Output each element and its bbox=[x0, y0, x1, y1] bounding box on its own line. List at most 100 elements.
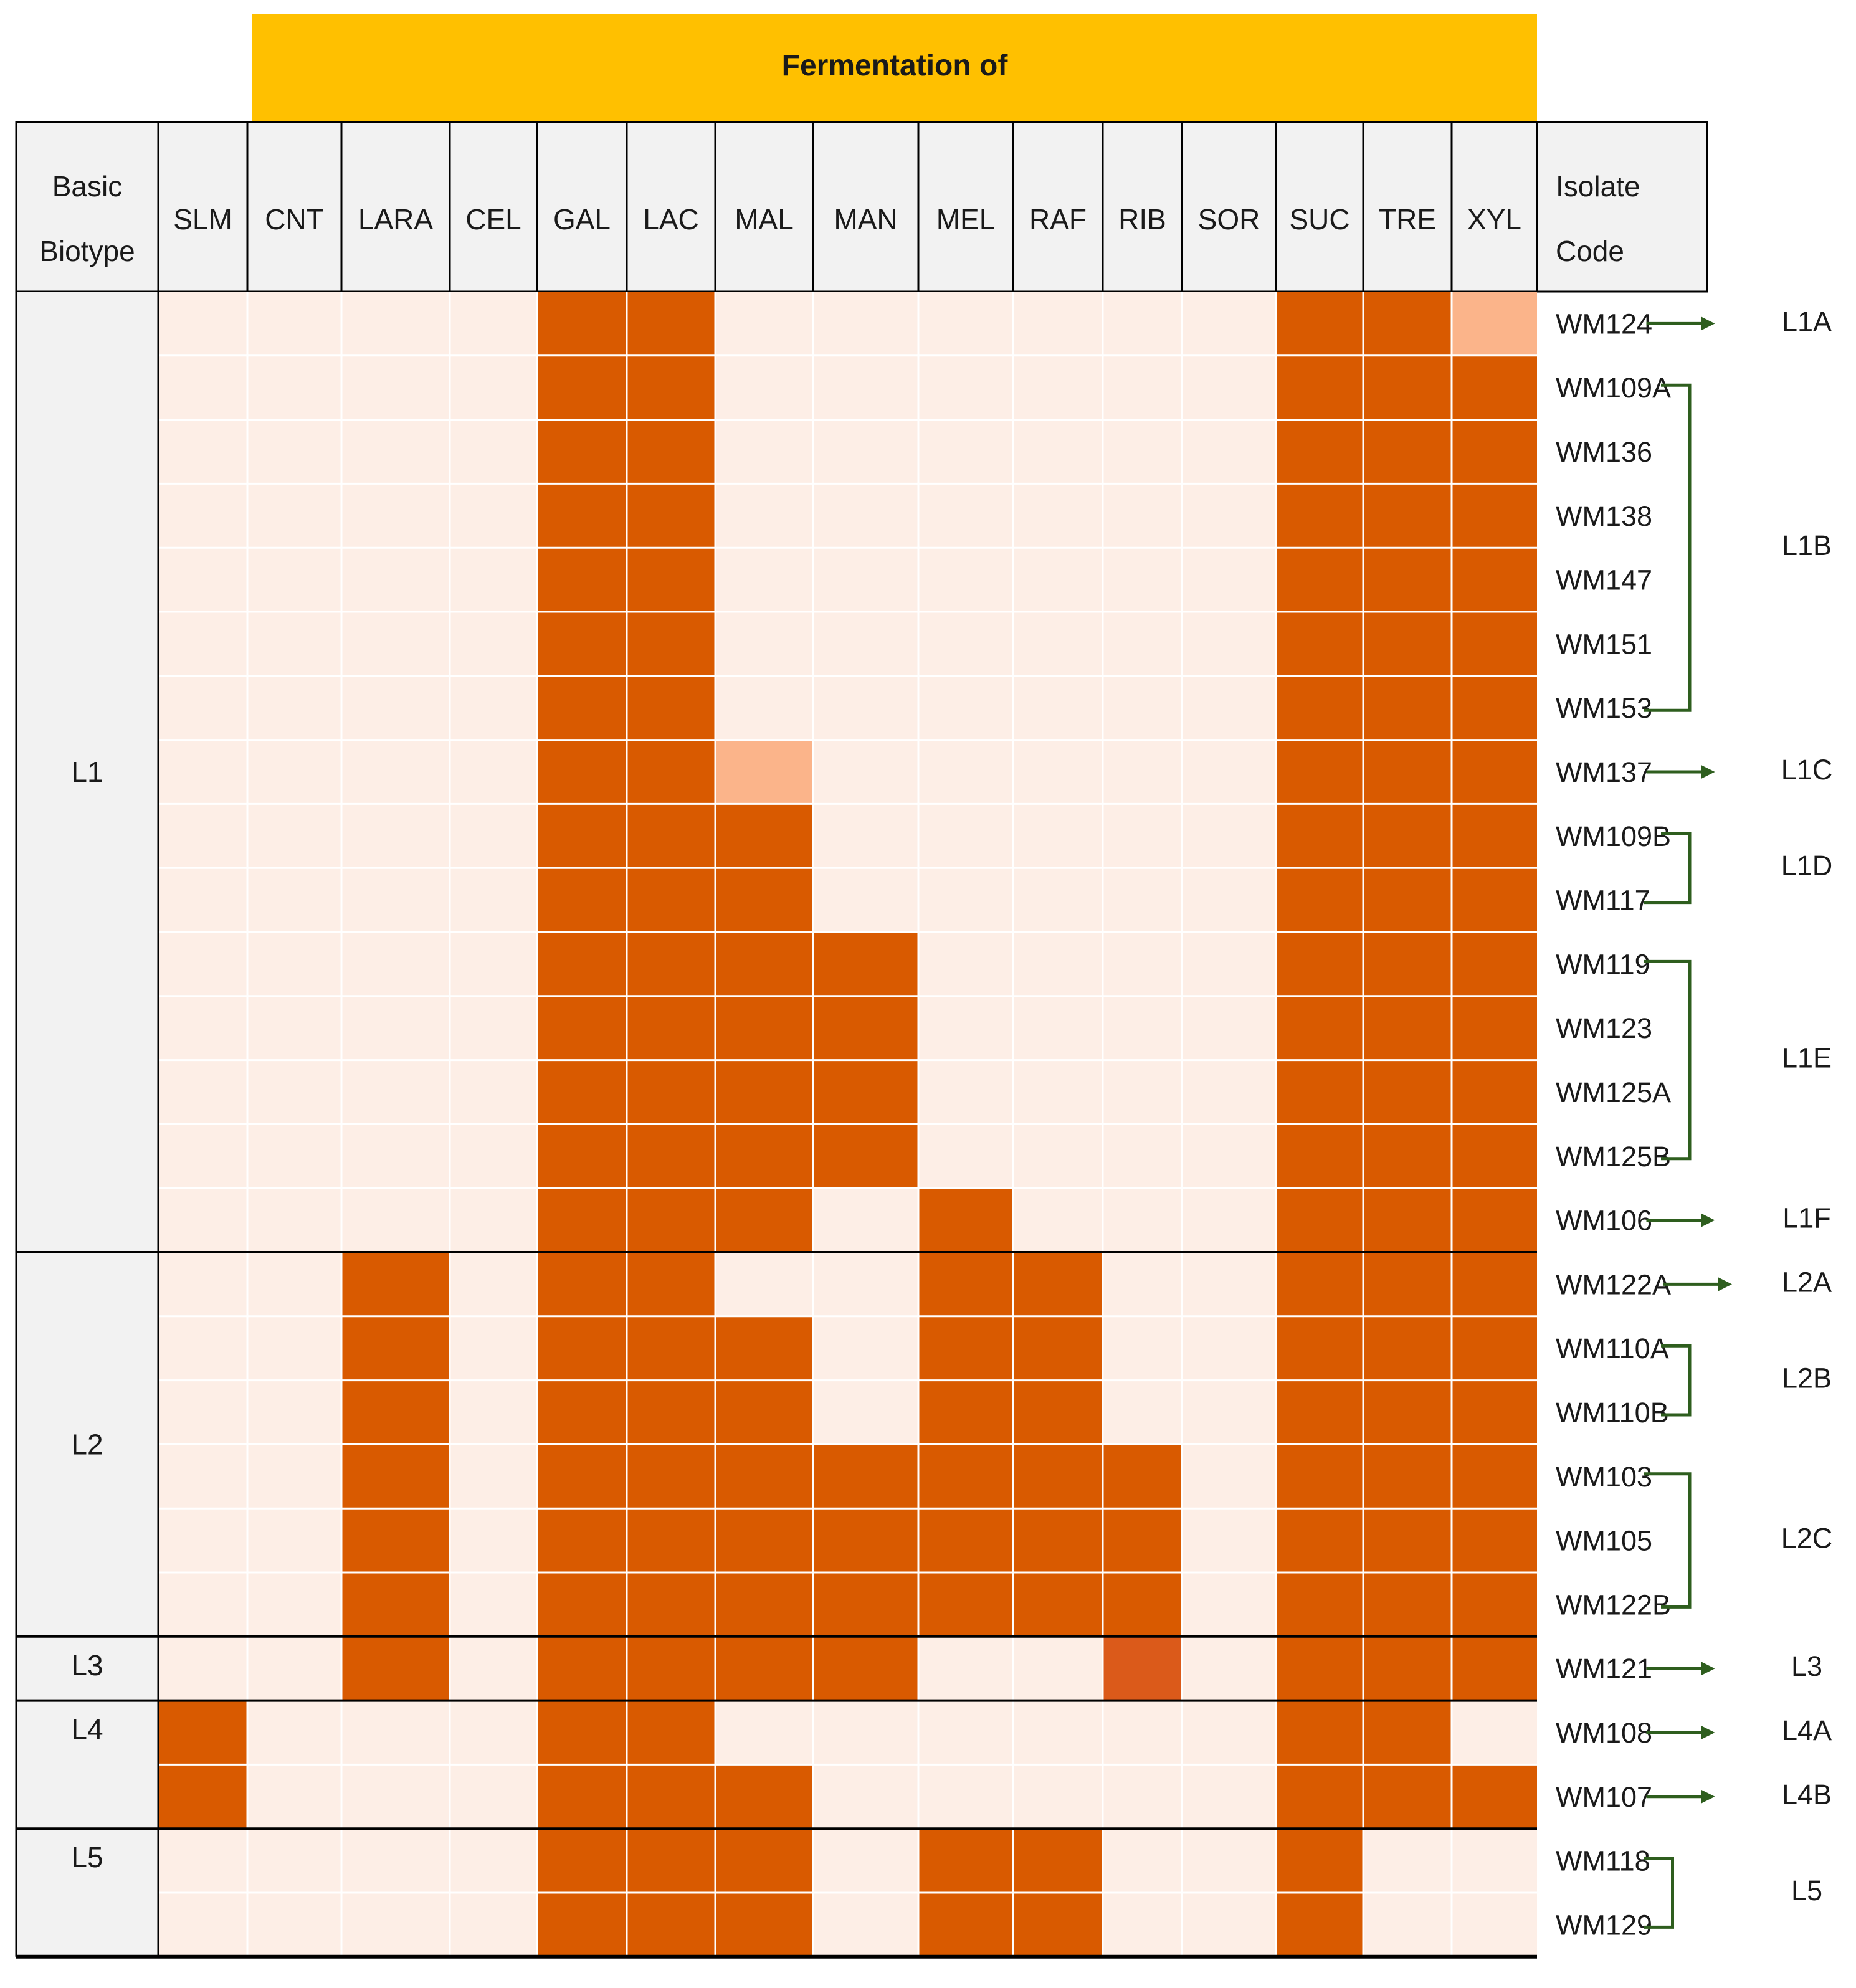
cell-wm123-mal bbox=[715, 996, 813, 1060]
isolate-code-wm109a: WM109A bbox=[1556, 372, 1671, 404]
cell-wm106-rib bbox=[1103, 1188, 1182, 1252]
cell-wm108-sor bbox=[1182, 1700, 1276, 1765]
cell-wm137-cel bbox=[450, 740, 537, 804]
cell-wm109b-mel bbox=[918, 804, 1013, 868]
cell-wm151-tre bbox=[1363, 612, 1452, 676]
cell-wm106-lac bbox=[627, 1188, 715, 1252]
biotype-group-label-l2: L2 bbox=[71, 1428, 103, 1460]
cell-wm106-raf bbox=[1013, 1188, 1103, 1252]
cell-wm105-raf bbox=[1013, 1508, 1103, 1572]
cell-wm109a-man bbox=[813, 355, 918, 420]
cell-wm103-lara bbox=[341, 1444, 450, 1509]
cell-wm109a-slm bbox=[158, 355, 247, 420]
subgroup-annotations: L1A L1B L1C L1D L1E L1F L2A L2B L2C L3 L4A L4B L5 bbox=[1644, 305, 1833, 1929]
cell-wm107-tre bbox=[1363, 1764, 1452, 1829]
cell-wm153-mal bbox=[715, 675, 813, 740]
cell-wm136-lara bbox=[341, 419, 450, 484]
cell-wm110a-mal bbox=[715, 1316, 813, 1381]
cell-wm107-man bbox=[813, 1764, 918, 1829]
column-header-mal: MAL bbox=[735, 203, 794, 235]
cell-wm106-xyl bbox=[1452, 1188, 1537, 1252]
cell-wm105-lac bbox=[627, 1508, 715, 1572]
cell-wm119-gal bbox=[537, 932, 627, 996]
cell-wm123-lac bbox=[627, 996, 715, 1060]
cell-wm137-cnt bbox=[247, 740, 341, 804]
column-header-tre: TRE bbox=[1379, 203, 1436, 235]
subgroup-arrowhead-l4a bbox=[1701, 1726, 1715, 1739]
subgroup-label-l1d: L1D bbox=[1781, 850, 1833, 882]
cell-wm151-mal bbox=[715, 612, 813, 676]
cell-wm125a-lac bbox=[627, 1060, 715, 1125]
column-header-mel: MEL bbox=[936, 203, 996, 235]
cell-wm122a-lac bbox=[627, 1252, 715, 1316]
cell-wm122b-xyl bbox=[1452, 1572, 1537, 1637]
subgroup-bracket-l1b bbox=[1644, 383, 1692, 712]
subgroup-bracket-l1d bbox=[1644, 832, 1692, 905]
cell-wm107-sor bbox=[1182, 1764, 1276, 1829]
cell-wm122a-lara bbox=[341, 1252, 450, 1316]
cell-wm151-cnt bbox=[247, 612, 341, 676]
cell-wm110a-cnt bbox=[247, 1316, 341, 1381]
column-header-man: MAN bbox=[834, 203, 897, 235]
cell-wm108-lara bbox=[341, 1700, 450, 1765]
cell-wm123-sor bbox=[1182, 996, 1276, 1060]
cell-wm125b-cnt bbox=[247, 1124, 341, 1189]
cell-wm119-cnt bbox=[247, 932, 341, 996]
cell-wm153-rib bbox=[1103, 675, 1182, 740]
cell-wm119-sor bbox=[1182, 932, 1276, 996]
cell-wm110b-tre bbox=[1363, 1380, 1452, 1445]
cell-wm121-xyl bbox=[1452, 1636, 1537, 1701]
cell-wm119-rib bbox=[1103, 932, 1182, 996]
cell-wm109b-cel bbox=[450, 804, 537, 868]
cell-wm117-man bbox=[813, 868, 918, 932]
cell-wm122b-raf bbox=[1013, 1572, 1103, 1637]
cell-wm129-cel bbox=[450, 1893, 537, 1957]
column-header-cel: CEL bbox=[465, 203, 521, 235]
cell-wm125a-rib bbox=[1103, 1060, 1182, 1125]
cell-wm122a-raf bbox=[1013, 1252, 1103, 1316]
cell-wm106-suc bbox=[1276, 1188, 1363, 1252]
cell-wm122b-suc bbox=[1276, 1572, 1363, 1637]
cell-wm109b-suc bbox=[1276, 804, 1363, 868]
cell-wm123-cnt bbox=[247, 996, 341, 1060]
biotype-group-cell-l4 bbox=[16, 1700, 158, 1829]
cell-wm147-man bbox=[813, 548, 918, 612]
biotype-group-cell-l3 bbox=[16, 1636, 158, 1701]
cell-wm153-lac bbox=[627, 675, 715, 740]
cell-wm124-suc bbox=[1276, 292, 1363, 356]
cell-wm108-cnt bbox=[247, 1700, 341, 1765]
isolate-code-wm119: WM119 bbox=[1556, 948, 1650, 980]
cell-wm125b-mal bbox=[715, 1124, 813, 1189]
cell-wm105-mal bbox=[715, 1508, 813, 1572]
subgroup-label-l4a: L4A bbox=[1782, 1715, 1832, 1746]
cell-wm106-gal bbox=[537, 1188, 627, 1252]
cell-wm125a-cel bbox=[450, 1060, 537, 1125]
cell-wm125b-gal bbox=[537, 1124, 627, 1189]
heatmap-cells bbox=[158, 292, 1537, 1957]
cell-wm147-suc bbox=[1276, 548, 1363, 612]
subgroup-label-l5: L5 bbox=[1791, 1875, 1822, 1906]
cell-wm110b-mel bbox=[918, 1380, 1013, 1445]
cell-wm110b-lara bbox=[341, 1380, 450, 1445]
cell-wm153-cnt bbox=[247, 675, 341, 740]
cell-wm123-lara bbox=[341, 996, 450, 1060]
cell-wm118-raf bbox=[1013, 1829, 1103, 1893]
cell-wm125a-xyl bbox=[1452, 1060, 1537, 1125]
biotype-group-cell-l2 bbox=[16, 1252, 158, 1637]
cell-wm151-rib bbox=[1103, 612, 1182, 676]
cell-wm110a-slm bbox=[158, 1316, 247, 1381]
subgroup-bracket-l2c bbox=[1644, 1472, 1692, 1609]
cell-wm125b-lac bbox=[627, 1124, 715, 1189]
cell-wm124-rib bbox=[1103, 292, 1182, 356]
cell-wm138-tre bbox=[1363, 483, 1452, 548]
isolate-code-wm107: WM107 bbox=[1556, 1781, 1652, 1813]
cell-wm121-man bbox=[813, 1636, 918, 1701]
cell-wm110b-suc bbox=[1276, 1380, 1363, 1445]
cell-wm129-suc bbox=[1276, 1893, 1363, 1957]
subgroup-bracket-l5 bbox=[1644, 1857, 1674, 1929]
cell-wm147-cel bbox=[450, 548, 537, 612]
cell-wm107-cel bbox=[450, 1764, 537, 1829]
cell-wm106-man bbox=[813, 1188, 918, 1252]
cell-wm110a-lara bbox=[341, 1316, 450, 1381]
cell-wm151-man bbox=[813, 612, 918, 676]
